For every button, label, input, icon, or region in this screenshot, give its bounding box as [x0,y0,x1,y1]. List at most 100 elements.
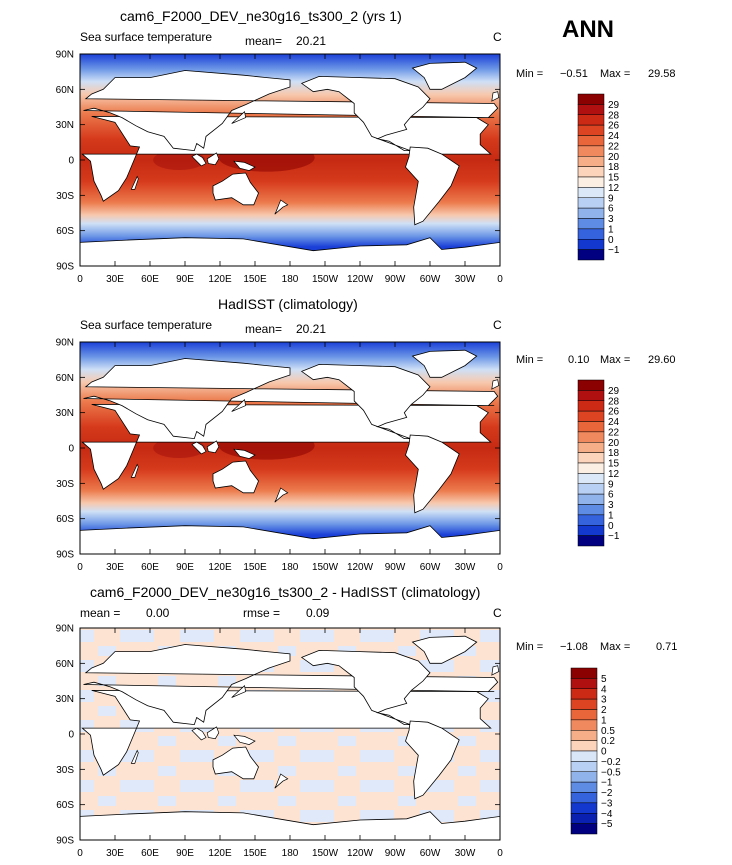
colorbar-label: 20 [608,438,620,449]
island-outline [191,153,207,167]
colorbar-label: 9 [608,479,614,490]
colorbar-label: 28 [608,396,620,407]
colorbar-swatch [577,504,605,516]
panel-2-mean-label: mean= [245,322,283,336]
lon-tick-label: 120W [347,562,374,573]
island-outline [206,440,220,454]
panel-1-units: C [493,30,502,44]
panel-1-mean-label: mean= [245,34,283,48]
continent-outline [83,70,499,152]
colorbar-swatch [570,813,598,824]
lat-tick-label: 30S [56,765,74,776]
colorbar-swatch [577,535,605,547]
lon-tick-label: 120W [347,848,374,859]
colorbar-label: 12 [608,469,620,480]
colorbar-label: 5 [601,674,607,685]
lon-tick-label: 120E [208,848,232,859]
lon-tick-label: 60W [420,848,441,859]
colorbar-swatch [577,114,605,126]
island-outline [130,463,139,478]
colorbar-label: 22 [608,141,620,152]
panel-3-rmse-label: rmse = [243,606,281,620]
continent-outline [212,172,259,206]
colorbar-swatch [570,750,598,762]
colorbar-swatch [577,197,605,209]
colorbar-label: 1 [608,510,614,521]
island-outline [233,448,256,459]
colorbar-swatch [577,93,605,105]
colorbar-swatch [577,135,605,147]
colorbar-label: 0 [601,747,607,758]
colorbar-swatch [570,730,598,741]
colorbar-swatch [577,145,605,157]
colorbar-swatch [577,493,605,505]
lat-tick-label: 0 [68,156,74,167]
colorbar-swatch [577,207,605,219]
map-panel-1 [79,53,501,267]
colorbar-label: 26 [608,121,620,132]
colorbar-label: 18 [608,162,620,173]
colorbar-label: 2 [601,705,607,716]
colorbar-swatch [577,379,605,391]
lon-tick-label: 30W [455,274,476,285]
island-outline [206,726,220,740]
continent-outline [405,146,460,226]
colorbar-swatch [577,483,605,495]
lat-tick-label: 90N [56,624,74,635]
island-outline [130,749,139,764]
colorbar-label: 9 [608,193,614,204]
lat-tick-label: 60S [56,226,74,237]
lat-tick-label: 30N [56,408,74,419]
colorbar-swatch [577,390,605,401]
panel-2-variable-label: Sea surface temperature [80,318,213,332]
lon-tick-label: 30W [455,848,476,859]
lon-tick-label: 60E [141,562,159,573]
continent-outline [411,61,478,90]
island-outline [274,487,289,503]
colorbar-swatch [577,525,605,536]
colorbar-label: 1 [601,715,607,726]
lat-tick-label: 60N [56,659,74,670]
lon-tick-label: 0 [497,848,503,859]
island-outline [206,152,220,166]
island-outline [274,773,289,789]
continent-outline [300,649,431,725]
panel-3-min-label: Min = [516,641,544,653]
continent-outline [405,434,460,514]
colorbar-swatch [570,761,598,772]
lon-tick-label: 150W [312,848,339,859]
island-outline [274,199,289,215]
panel-1-max-value: 29.58 [648,68,676,80]
lon-tick-label: 150E [243,848,267,859]
map-panel-3 [79,627,501,841]
lon-tick-label: 60W [420,562,441,573]
map-panel-2 [79,341,501,555]
colorbar-swatch [570,688,598,700]
island-outline [191,441,207,455]
colorbar-swatch [577,249,605,261]
colorbar-swatch [570,792,598,804]
continent-outline [411,635,478,664]
island-outline [231,111,247,124]
panel-1-variable-label: Sea surface temperature [80,30,213,44]
lon-tick-label: 0 [77,274,83,285]
colorbar-swatch [577,421,605,433]
lon-tick-label: 150E [243,562,267,573]
colorbar-label: 3 [608,214,614,225]
island-outline [491,379,500,390]
warm-pool-indian [153,438,206,458]
colorbar-label: 26 [608,407,620,418]
lon-tick-label: 0 [497,274,503,285]
island-outline [191,727,207,741]
lon-tick-label: 150W [312,274,339,285]
colorbar-label: −5 [601,819,613,830]
colorbar-label: 22 [608,427,620,438]
colorbar-swatch [570,698,598,710]
colorbar-swatch [577,442,605,453]
colorbar-swatch [570,823,598,835]
colorbar-label: 4 [601,684,607,695]
season-label: ANN [562,16,614,43]
colorbar-label: 20 [608,152,620,163]
colorbar-swatch [577,452,605,464]
colorbar-swatch [577,239,605,250]
